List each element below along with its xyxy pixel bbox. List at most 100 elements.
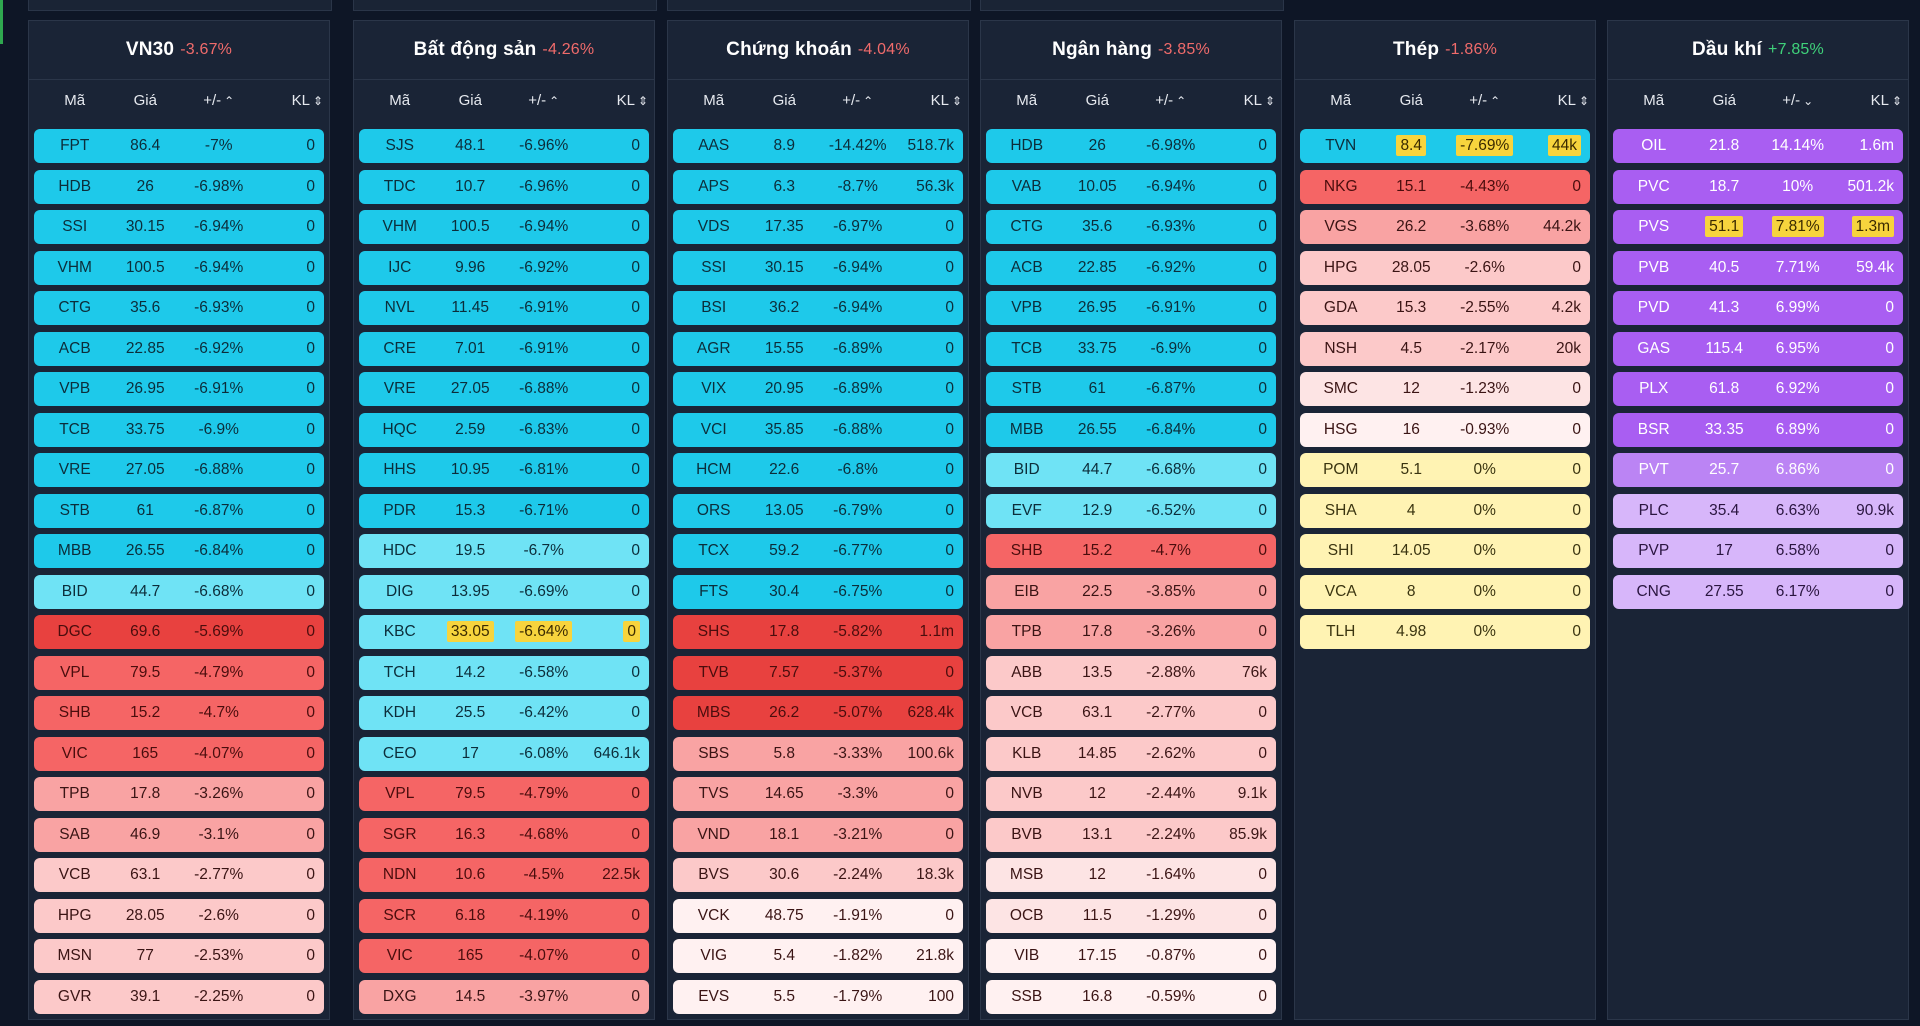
stock-row[interactable]: SHB 15.2 -4.7% 0 [986,534,1276,568]
stock-row[interactable]: SMC 12 -1.23% 0 [1300,372,1590,406]
col-code-header[interactable]: Mã [1643,91,1665,109]
stock-row[interactable]: HSG 16 -0.93% 0 [1300,412,1590,447]
col-change-header[interactable]: +/- ⌃ [203,91,235,109]
stock-row[interactable]: TLH 4.98 0% 0 [1300,615,1590,649]
stock-row[interactable]: AAS 8.9 -14.42% 518.7k [673,129,963,163]
stock-row[interactable]: SCR 6.18 -4.19% 0 [359,898,649,933]
col-volume-header[interactable]: KL ⇕ [930,91,963,109]
stock-row[interactable]: TCX 59.2 -6.77% 0 [673,534,963,568]
stock-row[interactable]: MBB 26.55 -6.84% 0 [986,412,1276,447]
stock-row[interactable]: PVD 41.3 6.99% 0 [1613,291,1903,325]
stock-row[interactable]: TVB 7.57 -5.37% 0 [673,655,963,690]
stock-row[interactable]: BID 44.7 -6.68% 0 [34,574,324,609]
stock-row[interactable]: HDB 26 -6.98% 0 [986,129,1276,163]
stock-row[interactable]: PVS 51.1 7.81% 1.3m [1613,210,1903,244]
stock-row[interactable]: VND 18.1 -3.21% 0 [673,817,963,852]
stock-row[interactable]: VCA 8 0% 0 [1300,574,1590,609]
stock-row[interactable]: NVB 12 -2.44% 9.1k [986,777,1276,811]
stock-row[interactable]: BID 44.7 -6.68% 0 [986,453,1276,487]
stock-row[interactable]: PLC 35.4 6.63% 90.9k [1613,493,1903,528]
col-change-header[interactable]: +/- ⌃ [1155,91,1187,109]
stock-row[interactable]: BSR 33.35 6.89% 0 [1613,412,1903,447]
stock-row[interactable]: NDN 10.6 -4.5% 22.5k [359,858,649,892]
stock-row[interactable]: SHS 17.8 -5.82% 1.1m [673,615,963,649]
stock-row[interactable]: MBB 26.55 -6.84% 0 [34,534,324,568]
stock-row[interactable]: MSB 12 -1.64% 0 [986,858,1276,892]
stock-row[interactable]: ORS 13.05 -6.79% 0 [673,493,963,528]
stock-row[interactable]: SHI 14.05 0% 0 [1300,534,1590,568]
stock-row[interactable]: NKG 15.1 -4.43% 0 [1300,169,1590,204]
stock-row[interactable]: HQC 2.59 -6.83% 0 [359,412,649,447]
stock-row[interactable]: GAS 115.4 6.95% 0 [1613,331,1903,366]
stock-row[interactable]: CRE 7.01 -6.91% 0 [359,331,649,366]
stock-row[interactable]: NSH 4.5 -2.17% 20k [1300,331,1590,366]
stock-row[interactable]: OCB 11.5 -1.29% 0 [986,898,1276,933]
stock-row[interactable]: VDS 17.35 -6.97% 0 [673,210,963,244]
stock-row[interactable]: VAB 10.05 -6.94% 0 [986,169,1276,204]
stock-row[interactable]: TDC 10.7 -6.96% 0 [359,169,649,204]
stock-row[interactable]: EVS 5.5 -1.79% 100 [673,979,963,1014]
stock-row[interactable]: CEO 17 -6.08% 646.1k [359,736,649,771]
col-price-header[interactable]: Giá [772,91,796,109]
stock-row[interactable]: SSI 30.15 -6.94% 0 [673,250,963,285]
stock-row[interactable]: DXG 14.5 -3.97% 0 [359,979,649,1014]
stock-row[interactable]: KDH 25.5 -6.42% 0 [359,696,649,730]
stock-row[interactable]: BSI 36.2 -6.94% 0 [673,291,963,325]
stock-row[interactable]: VIC 165 -4.07% 0 [34,736,324,771]
stock-row[interactable]: VIG 5.4 -1.82% 21.8k [673,939,963,973]
stock-row[interactable]: GDA 15.3 -2.55% 4.2k [1300,291,1590,325]
col-price-header[interactable]: Giá [1712,91,1736,109]
stock-row[interactable]: PVB 40.5 7.71% 59.4k [1613,250,1903,285]
col-price-header[interactable]: Giá [133,91,157,109]
stock-row[interactable]: VRE 27.05 -6.88% 0 [34,453,324,487]
stock-row[interactable]: SBS 5.8 -3.33% 100.6k [673,736,963,771]
stock-row[interactable]: CTG 35.6 -6.93% 0 [34,291,324,325]
col-volume-header[interactable]: KL ⇕ [291,91,324,109]
stock-row[interactable]: PVT 25.7 6.86% 0 [1613,453,1903,487]
stock-row[interactable]: PVP 17 6.58% 0 [1613,534,1903,568]
stock-row[interactable]: BVB 13.1 -2.24% 85.9k [986,817,1276,852]
stock-row[interactable]: SGR 16.3 -4.68% 0 [359,817,649,852]
stock-row[interactable]: VCI 35.85 -6.88% 0 [673,412,963,447]
stock-row[interactable]: SAB 46.9 -3.1% 0 [34,817,324,852]
stock-row[interactable]: STB 61 -6.87% 0 [34,493,324,528]
stock-row[interactable]: SJS 48.1 -6.96% 0 [359,129,649,163]
col-change-header[interactable]: +/- ⌃ [842,91,874,109]
stock-row[interactable]: TPB 17.8 -3.26% 0 [986,615,1276,649]
stock-row[interactable]: VPL 79.5 -4.79% 0 [34,655,324,690]
stock-row[interactable]: SHB 15.2 -4.7% 0 [34,696,324,730]
col-price-header[interactable]: Giá [1399,91,1423,109]
stock-row[interactable]: HPG 28.05 -2.6% 0 [34,898,324,933]
stock-row[interactable]: VIC 165 -4.07% 0 [359,939,649,973]
stock-row[interactable]: PDR 15.3 -6.71% 0 [359,493,649,528]
col-code-header[interactable]: Mã [1016,91,1038,109]
stock-row[interactable]: HHS 10.95 -6.81% 0 [359,453,649,487]
stock-row[interactable]: VHM 100.5 -6.94% 0 [359,210,649,244]
stock-row[interactable]: VIX 20.95 -6.89% 0 [673,372,963,406]
stock-row[interactable]: HDB 26 -6.98% 0 [34,169,324,204]
stock-row[interactable]: SSB 16.8 -0.59% 0 [986,979,1276,1014]
stock-row[interactable]: KBC 33.05 -6.64% 0 [359,615,649,649]
stock-row[interactable]: VHM 100.5 -6.94% 0 [34,250,324,285]
stock-row[interactable]: DGC 69.6 -5.69% 0 [34,615,324,649]
col-volume-header[interactable]: KL ⇕ [1243,91,1276,109]
stock-row[interactable]: MSN 77 -2.53% 0 [34,939,324,973]
col-change-header[interactable]: +/- ⌃ [528,91,560,109]
col-change-header[interactable]: +/- ⌃ [1469,91,1501,109]
col-price-header[interactable]: Giá [458,91,482,109]
stock-row[interactable]: GVR 39.1 -2.25% 0 [34,979,324,1014]
stock-row[interactable]: VPB 26.95 -6.91% 0 [986,291,1276,325]
stock-row[interactable]: PVC 18.7 10% 501.2k [1613,169,1903,204]
stock-row[interactable]: HPG 28.05 -2.6% 0 [1300,250,1590,285]
stock-row[interactable]: TCB 33.75 -6.9% 0 [34,412,324,447]
stock-row[interactable]: ABB 13.5 -2.88% 76k [986,655,1276,690]
col-code-header[interactable]: Mã [1330,91,1352,109]
stock-row[interactable]: HCM 22.6 -6.8% 0 [673,453,963,487]
stock-row[interactable]: IJC 9.96 -6.92% 0 [359,250,649,285]
stock-row[interactable]: TVN 8.4 -7.69% 44k [1300,129,1590,163]
stock-row[interactable]: OIL 21.8 14.14% 1.6m [1613,129,1903,163]
stock-row[interactable]: VCK 48.75 -1.91% 0 [673,898,963,933]
col-code-header[interactable]: Mã [703,91,725,109]
stock-row[interactable]: TPB 17.8 -3.26% 0 [34,777,324,811]
stock-row[interactable]: FPT 86.4 -7% 0 [34,129,324,163]
